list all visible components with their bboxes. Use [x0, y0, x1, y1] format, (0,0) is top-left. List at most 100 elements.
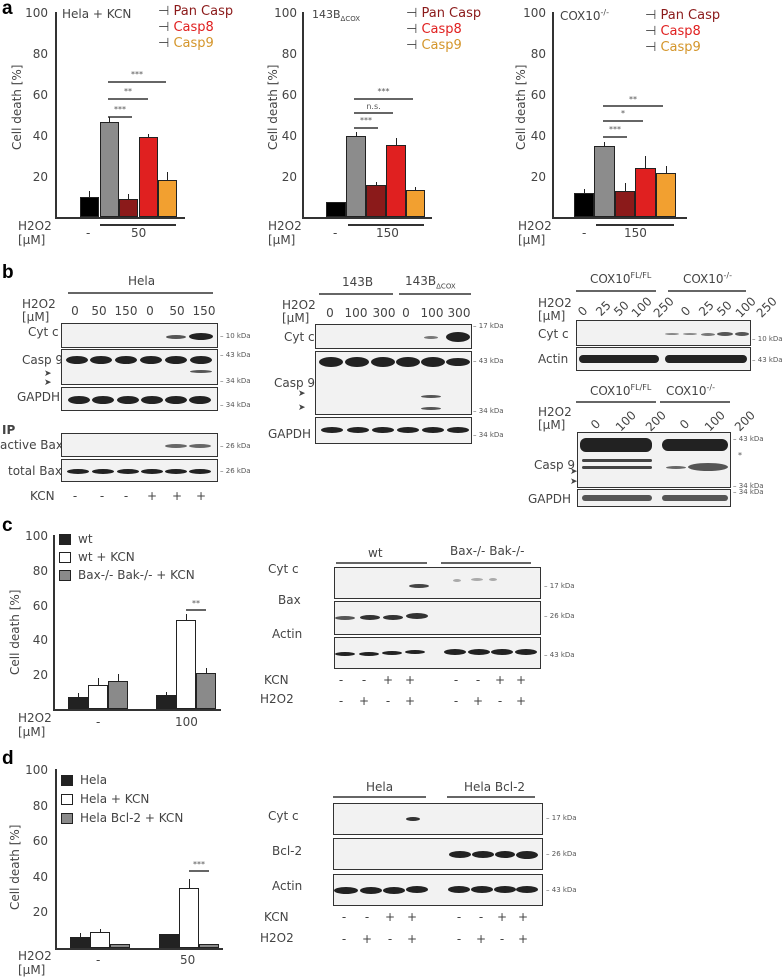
kda-marker: 26 kDa [544, 612, 575, 620]
sig-label: *** [377, 87, 390, 96]
bar [156, 695, 176, 709]
h2o2-label: H2O2 [538, 405, 572, 419]
sig-label: *** [131, 70, 143, 79]
sig-label: *** [609, 125, 621, 134]
kcn-value: + [406, 910, 418, 924]
dose: 0 [326, 306, 334, 320]
inhibit-icon: ⊣ [645, 40, 657, 55]
group-bracket [336, 562, 427, 564]
unit-label: [µM] [22, 310, 50, 324]
blot-casp9 [315, 351, 472, 415]
kcn-label: KCN [264, 910, 289, 924]
blot-label: Bax [278, 593, 301, 607]
kcn-value: + [146, 489, 158, 503]
h2o2-value: + [361, 932, 373, 946]
bar-casp9 [406, 190, 425, 217]
h2o2-value: + [406, 932, 418, 946]
blot-gapdh [61, 387, 218, 411]
blot-label: Casp 9 [534, 458, 576, 472]
dose-bracket [100, 224, 176, 226]
x-axis [53, 709, 221, 711]
group-label: 143BΔCOX [405, 274, 456, 291]
blot-bcl2 [333, 838, 543, 870]
blot-label: Bcl-2 [272, 844, 303, 858]
blot-label: Cyt c [268, 562, 299, 576]
bar-pan-casp [366, 185, 386, 217]
sig-label: * [621, 109, 625, 118]
blot-cyt-c [334, 567, 541, 599]
y-tick: 100 [25, 763, 48, 777]
bar-h2o2 [594, 146, 615, 217]
kcn-value: - [338, 673, 344, 687]
unit-label: [µM] [282, 311, 310, 325]
kcn-value: - [475, 673, 481, 687]
chart-a1: Cell death [%] 100 80 60 40 20 Hela + KC… [0, 0, 260, 260]
group-label: COX10FL/FL [590, 383, 652, 398]
group-label: COX10FL/FL [590, 271, 652, 286]
sig-line [108, 81, 166, 83]
h2o2-label: H2O2 [22, 297, 56, 311]
sig-line [354, 127, 378, 129]
y-tick: 60 [32, 834, 48, 848]
blot-actin [333, 874, 543, 906]
h2o2-value: + [472, 694, 484, 708]
blot-actin [334, 637, 541, 669]
kda-marker: 34 kDa [733, 488, 764, 496]
inhibit-icon: ⊣ [406, 6, 418, 21]
blot-b-middle: 143B 143BΔCOX H2O2 [µM] 0 100 300 0 100 … [260, 260, 520, 460]
kda-marker: 10 kDa [220, 332, 251, 340]
group-label: Hela [366, 780, 394, 794]
inhibit-icon: ⊣ [645, 8, 657, 23]
x-category: - [582, 226, 587, 240]
blot-active-bax [61, 433, 218, 457]
sig-line [108, 98, 148, 100]
legend-casp8: ⊣ Casp8 [645, 24, 701, 39]
legend-casp9: ⊣ Casp9 [158, 36, 214, 51]
y-tick: 80 [281, 47, 297, 61]
dose: 150 [192, 304, 216, 318]
kcn-value: - [456, 910, 462, 924]
inhibit-icon: ⊣ [158, 4, 170, 19]
blot-label: Actin [272, 627, 303, 641]
panel-letter-c: c [2, 515, 13, 536]
chart-title: 143BΔCOX [312, 8, 361, 24]
sig-line [354, 98, 413, 100]
y-axis [302, 12, 304, 218]
kcn-value: + [517, 910, 529, 924]
x-category: 150 [624, 226, 647, 240]
group-label: Bax-/- Bak-/- [450, 544, 525, 558]
x-label-unit: [µM] [18, 725, 46, 739]
legend-pan-casp: ⊣ Pan Casp [158, 4, 234, 19]
x-category: 50 [180, 953, 196, 967]
group-label: wt [368, 546, 383, 560]
dose-labels: 0 25 50 100 250 0 25 50 100 250 [575, 294, 781, 321]
arrow-icon: ➤ [298, 403, 306, 413]
blot-label: GAPDH [268, 427, 312, 441]
kda-marker: 26 kDa [220, 467, 251, 475]
bar-casp8 [386, 145, 406, 217]
group-label: 143B [342, 275, 374, 289]
arrow-icon: ➤ [298, 389, 306, 399]
blot-label: GAPDH [17, 390, 61, 404]
y-axis [55, 12, 57, 218]
arrow-icon: ➤ [44, 369, 52, 379]
x-label-h2o2: H2O2 [18, 219, 52, 233]
blot-actin [576, 347, 751, 371]
inhibit-icon: ⊣ [406, 22, 418, 37]
y-tick: 80 [530, 47, 546, 61]
kda-marker: 43 kDa [546, 886, 577, 894]
blot-total-bax [61, 459, 218, 482]
bar [108, 681, 128, 709]
blot-label: active Bax [0, 438, 63, 452]
bar-pan-casp [615, 191, 635, 217]
inhibit-icon: ⊣ [158, 36, 170, 51]
kcn-value: + [384, 910, 396, 924]
blot-casp9 [577, 432, 731, 488]
legend-swatch [61, 775, 73, 786]
arrow-icon: ➤ [570, 467, 578, 477]
h2o2-label: H2O2 [260, 931, 294, 945]
x-axis [552, 217, 687, 219]
blot-b-left: Hela H2O2 [µM] 0 50 150 0 50 150 Cyt c 1… [0, 260, 260, 510]
panel-letter-a: a [2, 0, 13, 19]
bar [199, 944, 219, 948]
